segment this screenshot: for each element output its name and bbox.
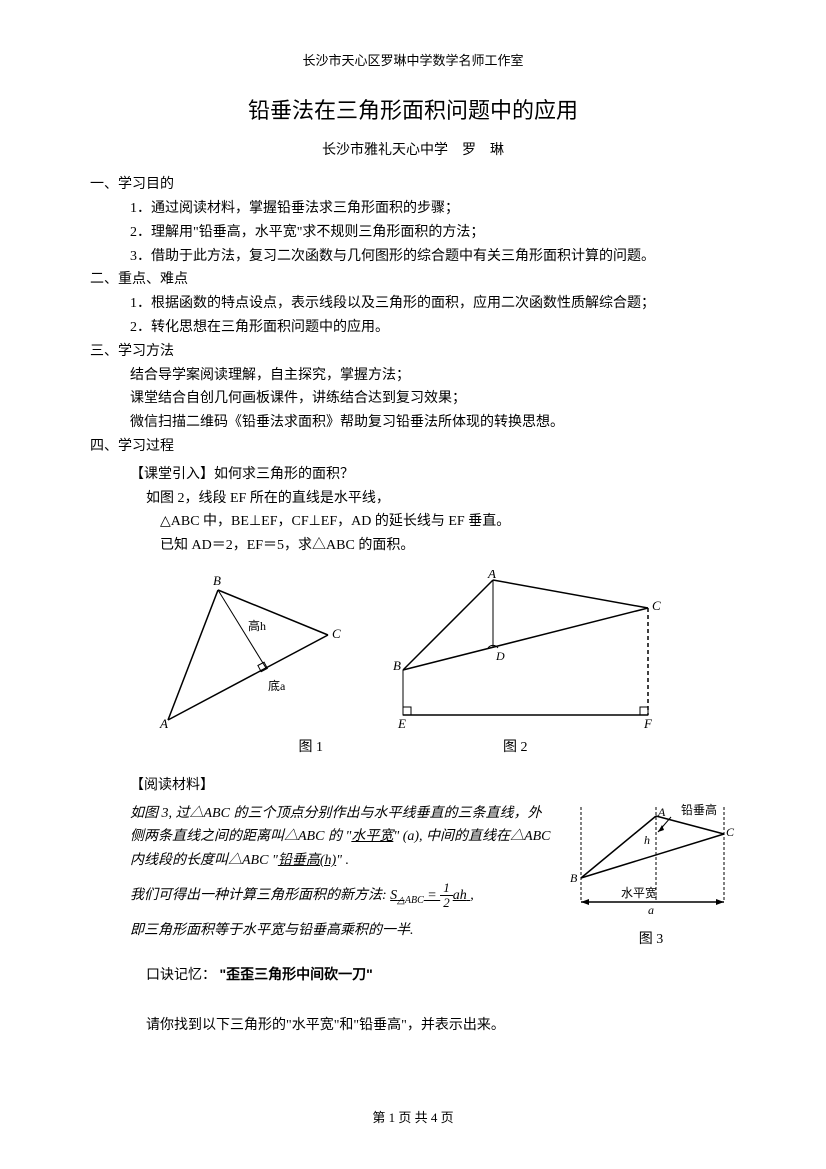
figure-2: A B C D E F xyxy=(388,570,678,730)
page-header: 长沙市天心区罗琳中学数学名师工作室 xyxy=(90,50,736,72)
svg-text:A: A xyxy=(657,805,666,819)
page-subtitle: 长沙市雅礼天心中学 罗 琳 xyxy=(90,139,736,163)
formula-ah: ah xyxy=(453,888,467,903)
svg-text:底a: 底a xyxy=(268,678,286,693)
reading-abc: ABC xyxy=(298,829,324,844)
reading-abc: ABC xyxy=(524,829,550,844)
reading-fragment: 的 " xyxy=(324,829,351,844)
svg-text:C: C xyxy=(652,598,661,613)
section-1-heading: 一、学习目的 xyxy=(90,173,736,197)
svg-text:A: A xyxy=(159,716,168,730)
fig3-caption: 图 3 xyxy=(566,928,736,952)
figure-2-svg: A B C D E F xyxy=(388,570,678,730)
fig2-caption: 图 2 xyxy=(503,736,528,760)
reading-spk: 水平宽 xyxy=(351,829,393,844)
section-1-item: 3．借助于此方法，复习二次函数与几何图形的综合题中有关三角形面积计算的问题。 xyxy=(90,245,736,269)
svg-text:E: E xyxy=(397,716,406,730)
reading-fragment: 我们可得出一种计算三角形面积的新方法: xyxy=(130,888,390,903)
svg-text:F: F xyxy=(643,716,653,730)
reading-abc: ABC xyxy=(204,806,230,821)
reading-fragment: ), 中间的直线在△ xyxy=(414,829,524,844)
figure-captions: 图 1 图 2 xyxy=(90,736,736,760)
svg-text:B: B xyxy=(213,573,221,588)
svg-text:B: B xyxy=(393,658,401,673)
reading-fragment: 如图 3, 过△ xyxy=(130,806,204,821)
svg-text:D: D xyxy=(495,649,505,663)
svg-text:C: C xyxy=(726,825,735,839)
svg-text:B: B xyxy=(570,871,578,885)
reading-qch: 铅垂高(h) xyxy=(278,853,336,868)
svg-text:铅垂高: 铅垂高 xyxy=(681,802,717,817)
page-footer: 第 1 页 共 4 页 xyxy=(0,1107,826,1129)
section-3-item: 课堂结合自创几何画板课件，讲练结合达到复习效果； xyxy=(90,387,736,411)
reading-fragment: 内线段的长度叫△ xyxy=(130,853,242,868)
svg-text:水平宽: 水平宽 xyxy=(621,885,657,900)
reading-text: 如图 3, 过△ABC 的三个顶点分别作出与水平线垂直的三条直线，外侧两条直线之… xyxy=(90,802,554,949)
section-2-item: 1．根据函数的特点设点，表示线段以及三角形的面积，应用二次函数性质解综合题； xyxy=(90,292,736,316)
reading-label: 【阅读材料】 xyxy=(90,774,736,798)
formula-eq: = xyxy=(424,888,440,903)
reading-fragment: " . xyxy=(336,853,349,868)
svg-text:高h: 高h xyxy=(248,618,266,633)
figure-3-svg: A B C h 铅垂高 水平宽 a xyxy=(566,802,736,922)
section-3-heading: 三、学习方法 xyxy=(90,340,736,364)
mnemonic-label: 口诀记忆： xyxy=(146,968,216,983)
figures-row: B A C 高h 底a A B C D E F xyxy=(90,570,736,730)
reading-fragment: " ( xyxy=(393,829,407,844)
section-2-heading: 二、重点、难点 xyxy=(90,268,736,292)
svg-text:a: a xyxy=(648,903,654,917)
svg-text:A: A xyxy=(487,570,496,581)
section-1-item: 2．理解用"铅垂高，水平宽"求不规则三角形面积的方法； xyxy=(90,221,736,245)
section-1-item: 1．通过阅读材料，掌握铅垂法求三角形面积的步骤； xyxy=(90,197,736,221)
figure-1-svg: B A C 高h 底a xyxy=(148,570,348,730)
page-title: 铅垂法在三角形面积问题中的应用 xyxy=(90,92,736,129)
reading-abc: ABC xyxy=(242,853,268,868)
svg-text:h: h xyxy=(644,833,650,847)
reading-material: 如图 3, 过△ABC 的三个顶点分别作出与水平线垂直的三条直线，外侧两条直线之… xyxy=(90,802,736,952)
fig1-caption: 图 1 xyxy=(299,736,324,760)
reading-fragment: " xyxy=(268,853,277,868)
formula: S△ABC = 12ah xyxy=(390,888,470,903)
mnemonic-row: 口诀记忆： "歪歪三角形中间砍一刀" xyxy=(90,963,736,988)
formula-sub: △ABC xyxy=(397,895,424,906)
intro-line: △ABC 中，BE⊥EF，CF⊥EF，AD 的延长线与 EF 垂直。 xyxy=(90,510,736,534)
section-2-item: 2．转化思想在三角形面积问题中的应用。 xyxy=(90,316,736,340)
intro-label: 【课堂引入】如何求三角形的面积？ xyxy=(90,463,736,487)
reading-fragment: , xyxy=(470,888,474,903)
section-3-item: 结合导学案阅读理解，自主探究，掌握方法； xyxy=(90,364,736,388)
intro-line: 如图 2，线段 EF 所在的直线是水平线， xyxy=(90,487,736,511)
reading-conclusion: 即三角形面积等于水平宽与铅垂高乘积的一半. xyxy=(130,919,554,943)
final-instruction: 请你找到以下三角形的"水平宽"和"铅垂高"，并表示出来。 xyxy=(90,1014,736,1038)
figure-3: A B C h 铅垂高 水平宽 a 图 3 xyxy=(566,802,736,952)
section-3-item: 微信扫描二维码《铅垂法求面积》帮助复习铅垂法所体现的转换思想。 xyxy=(90,411,736,435)
svg-text:C: C xyxy=(332,626,341,641)
intro-line: 已知 AD＝2，EF＝5，求△ABC 的面积。 xyxy=(90,534,736,558)
mnemonic-text: "歪歪三角形中间砍一刀" xyxy=(220,966,373,982)
figure-1: B A C 高h 底a xyxy=(148,570,348,730)
section-4-heading: 四、学习过程 xyxy=(90,435,736,459)
